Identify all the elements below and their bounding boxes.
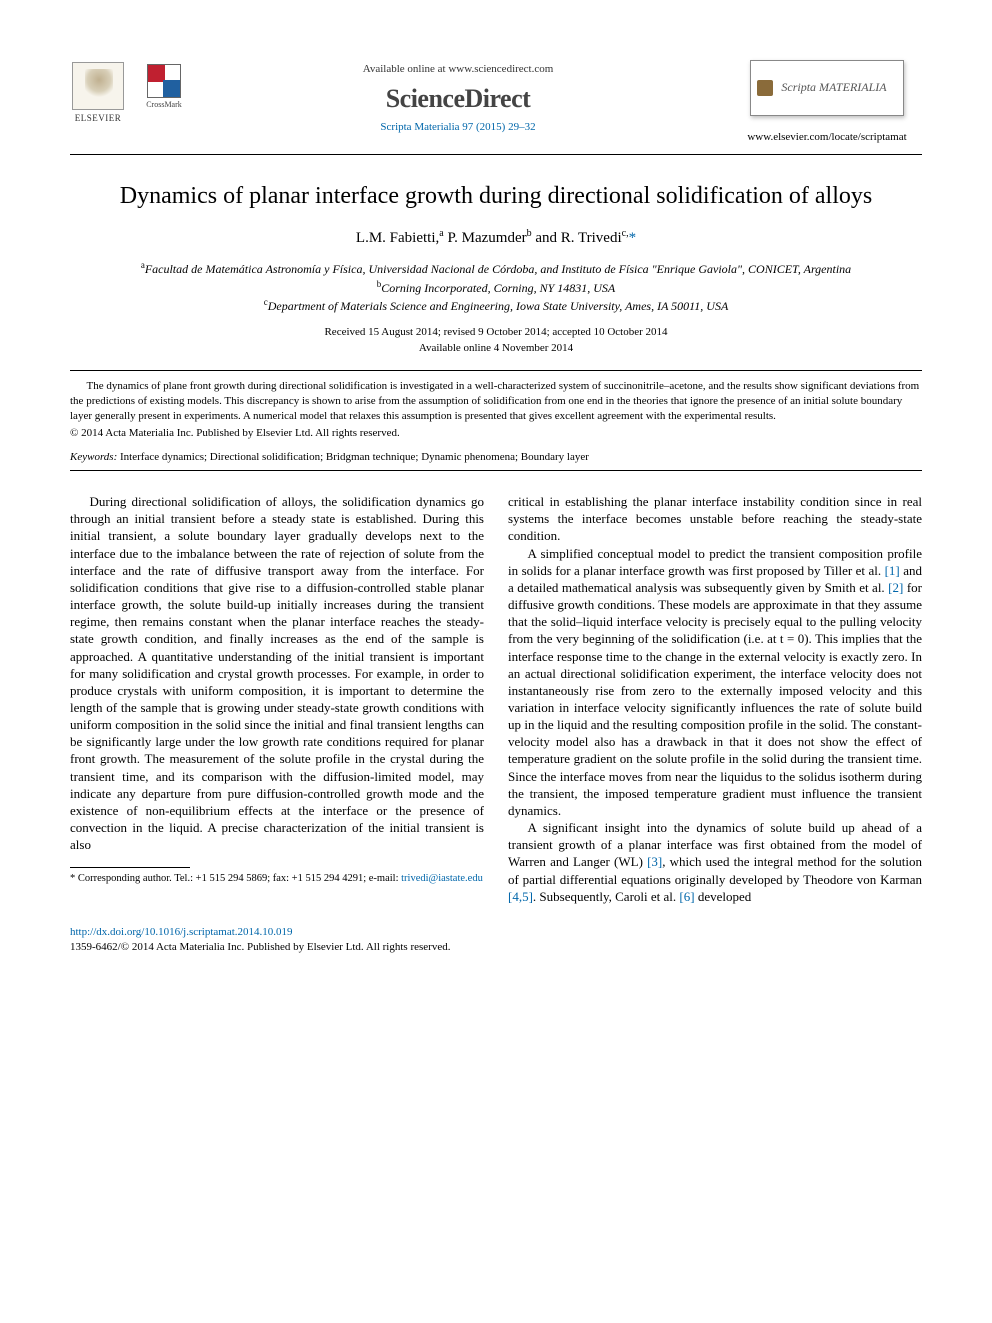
body-col2-p2: A simplified conceptual model to predict… [508, 545, 922, 820]
journal-cover-text: Scripta MATERIALIA [781, 80, 886, 96]
body-col2-p1: critical in establishing the planar inte… [508, 493, 922, 544]
issn-copyright: 1359-6462/© 2014 Acta Materialia Inc. Pu… [70, 941, 450, 953]
keywords-text: Interface dynamics; Directional solidifi… [120, 451, 589, 463]
rule-abstract-bottom [70, 470, 922, 471]
header-center: Available online at www.sciencedirect.co… [184, 60, 732, 134]
body-col-left: During directional solidification of all… [70, 493, 484, 905]
crossmark-label: CrossMark [146, 100, 182, 110]
footnote-text: * Corresponding author. Tel.: +1 515 294… [70, 873, 401, 884]
rule-abstract-top [70, 370, 922, 371]
footnote-separator [70, 867, 190, 868]
crossmark-badge[interactable]: CrossMark [144, 64, 184, 114]
doi-footer: http://dx.doi.org/10.1016/j.scriptamat.2… [70, 925, 922, 956]
affiliation-c: cDepartment of Materials Science and Eng… [70, 296, 922, 315]
journal-cover-thumb: Scripta MATERIALIA [750, 60, 904, 116]
keywords-block: Keywords: Interface dynamics; Directiona… [70, 450, 922, 464]
body-col-right: critical in establishing the planar inte… [508, 493, 922, 905]
rule-top [70, 154, 922, 155]
dates-received: Received 15 August 2014; revised 9 Octob… [70, 325, 922, 340]
header-left: ELSEVIER CrossMark [70, 60, 184, 126]
doi-link[interactable]: http://dx.doi.org/10.1016/j.scriptamat.2… [70, 926, 293, 938]
header-right: Scripta MATERIALIA www.elsevier.com/loca… [732, 60, 922, 144]
authors-line: L.M. Fabietti,a P. Mazumderb and R. Triv… [70, 227, 922, 249]
affiliations: aFacultad de Matemática Astronomía y Fís… [70, 259, 922, 315]
elsevier-logo: ELSEVIER [70, 60, 126, 126]
header-row: ELSEVIER CrossMark Available online at w… [70, 60, 922, 144]
crossmark-icon [147, 64, 181, 98]
article-title: Dynamics of planar interface growth duri… [70, 181, 922, 211]
abstract-text: The dynamics of plane front growth durin… [70, 379, 922, 424]
abstract: The dynamics of plane front growth durin… [70, 379, 922, 424]
elsevier-label: ELSEVIER [75, 113, 122, 125]
sciencedirect-logo: ScienceDirect [184, 82, 732, 116]
affiliation-b: bCorning Incorporated, Corning, NY 14831… [70, 278, 922, 297]
keywords-label: Keywords: [70, 451, 117, 463]
footnote-email-link[interactable]: trivedi@iastate.edu [401, 873, 483, 884]
elsevier-tree-icon [72, 62, 124, 110]
body-columns: During directional solidification of all… [70, 493, 922, 905]
body-col1-p1: During directional solidification of all… [70, 493, 484, 853]
copyright-line: © 2014 Acta Materialia Inc. Published by… [70, 426, 922, 440]
journal-locate-url[interactable]: www.elsevier.com/locate/scriptamat [747, 130, 906, 144]
available-online-text: Available online at www.sciencedirect.co… [184, 62, 732, 76]
article-dates: Received 15 August 2014; revised 9 Octob… [70, 325, 922, 356]
dates-online: Available online 4 November 2014 [70, 341, 922, 356]
journal-citation[interactable]: Scripta Materialia 97 (2015) 29–32 [184, 120, 732, 134]
corresponding-footnote: * Corresponding author. Tel.: +1 515 294… [70, 872, 484, 886]
body-col2-p3: A significant insight into the dynamics … [508, 819, 922, 905]
affiliation-a: aFacultad de Matemática Astronomía y Fís… [70, 259, 922, 278]
